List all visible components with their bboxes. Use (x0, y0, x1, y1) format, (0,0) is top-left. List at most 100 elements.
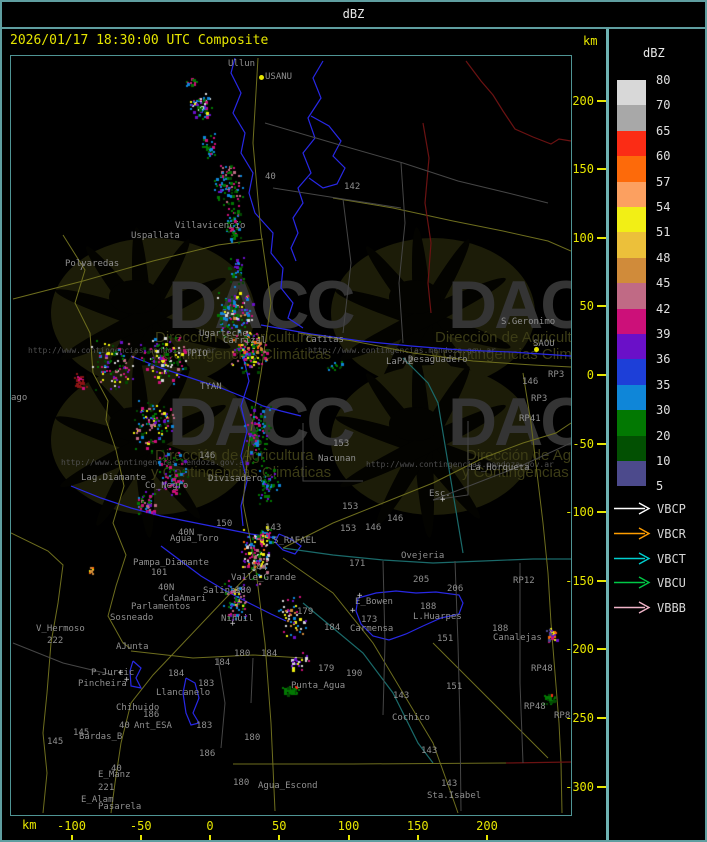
map-place-label: Canalejas (493, 633, 542, 643)
map-place-label: 146 (522, 377, 539, 387)
y-axis-tick-label: -200 (565, 642, 594, 657)
map-place-label: Desaguadero (408, 355, 468, 365)
y-axis-tick (597, 236, 606, 239)
y-axis-tick-label: 150 (572, 162, 594, 177)
map-place-label: 101 (151, 568, 168, 578)
scale-value-label: 10 (656, 454, 671, 468)
map-place-label: 150 (216, 519, 233, 529)
summit-cross-marker: + (357, 591, 363, 601)
map-place-label: 144 (251, 563, 268, 573)
y-axis-tick (597, 168, 606, 171)
scale-color-block (617, 105, 646, 131)
scale-color-block (617, 232, 646, 258)
x-axis-tick-label: -100 (57, 819, 86, 833)
map-place-label: Sosneado (110, 613, 154, 623)
radar-echo-layer (11, 56, 571, 815)
map-place-label: 222 (47, 636, 64, 646)
map-place-label: 143 (393, 691, 410, 701)
scale-value-label: 39 (656, 327, 671, 341)
scale-value-label: 57 (656, 174, 671, 189)
map-markers-layer: + + + + + + (11, 56, 571, 815)
map-place-label: 153 (333, 439, 350, 449)
scale-value-label: 60 (656, 149, 671, 164)
map-place-label: 179 (297, 607, 314, 617)
x-axis-tick-label: 100 (337, 819, 360, 833)
y-axis-tick-label: 200 (572, 93, 594, 108)
summit-cross-marker: + (118, 668, 124, 678)
scale-color-block (617, 156, 646, 182)
scale-color-block (617, 283, 646, 309)
summit-cross-marker: + (440, 495, 446, 505)
map-place-label: 205 (413, 575, 430, 585)
scale-value-label: 5 (656, 479, 664, 494)
map-place-label: 146 (387, 514, 404, 524)
map-place-label: 7 (79, 263, 85, 273)
map-place-label: Esc. (429, 489, 451, 499)
scale-color-block (617, 181, 646, 207)
map-place-label: Nacunan (318, 454, 356, 464)
map-place-label: Catitas (306, 335, 344, 345)
y-axis-tick-label: -100 (565, 505, 594, 520)
map-place-label: Bardas_B (79, 732, 123, 742)
panel-divider (606, 29, 609, 840)
y-axis-tick-label: 50 (579, 299, 594, 314)
map-place-label: 143 (265, 523, 282, 533)
scale-value-label: 65 (656, 123, 671, 138)
x-axis-tick (139, 835, 142, 840)
map-place-label: Ovejeria (401, 551, 445, 561)
map-place-label: Punta_Agua (291, 681, 346, 691)
legend-label: VBCR (657, 526, 686, 541)
map-place-label: Divisadero (208, 474, 263, 484)
timestamp: 2026/01/17 18:30:00 UTC Composite (10, 33, 269, 48)
map-place-label: ago (11, 393, 28, 403)
map-place-label: 151 (437, 634, 454, 644)
map-place-label: 143 (441, 779, 458, 789)
map-place-label: 153 (342, 502, 359, 512)
x-axis-tick-label: 50 (272, 819, 287, 833)
x-axis-tick (278, 835, 281, 840)
map-place-label: La_Horqueta (470, 463, 530, 473)
map-place-label: Carrizal (223, 336, 267, 346)
legend-arrow-icon (614, 527, 651, 540)
map-place-label: CdaAmari (163, 594, 207, 604)
y-axis-tick (597, 374, 606, 376)
window-title: dBZ (342, 7, 365, 21)
map-place-label: 40N (178, 528, 195, 538)
y-axis-tick (597, 442, 606, 445)
map-place-label: Agua_Toro (170, 534, 219, 544)
y-axis-tick-label: -150 (565, 573, 594, 588)
scale-color-block (617, 80, 646, 106)
scale-value-label: 42 (656, 301, 671, 316)
map-place-label: LaPAZ (386, 357, 414, 367)
map-place-label: 40 (119, 721, 130, 731)
map-place-label: 221 (98, 783, 115, 793)
map-place-label: Co_Negro (145, 481, 189, 491)
scale-value-label: 35 (656, 377, 671, 392)
y-axis-tick (597, 785, 606, 788)
scale-color-block (617, 308, 646, 334)
x-axis-tick (416, 835, 419, 840)
scale-value-label: 51 (656, 225, 671, 240)
map-place-label: Salinas (203, 586, 241, 596)
map-place-label: Valle_Grande (231, 573, 297, 583)
map-place-label: TPIO (186, 349, 208, 359)
map-place-label: 143 (421, 746, 438, 756)
map-place-label: 171 (349, 559, 366, 569)
x-axis-tick (486, 835, 488, 840)
map-place-label: V_Hermoso (36, 624, 85, 634)
map-place-label: 206 (447, 584, 464, 594)
y-axis-tick (597, 579, 606, 582)
scale-value-label: 70 (656, 98, 671, 113)
map-place-label: S_RAFAEL (273, 536, 317, 546)
y-axis-tick (597, 717, 606, 719)
x-axis-tick (347, 835, 350, 840)
legend-label: VBBB (657, 601, 686, 616)
map-place-label: Pincheira (78, 679, 127, 689)
x-axis-tick-label: 150 (406, 819, 429, 833)
y-axis-tick (597, 99, 606, 102)
map-place-label: 179 (318, 664, 335, 674)
map-place-label: RP3 (531, 394, 548, 404)
map-place-label: Ullun (228, 59, 256, 69)
map-place-label: Chihuido (116, 703, 160, 713)
map-place-label: RP12 (513, 576, 535, 586)
